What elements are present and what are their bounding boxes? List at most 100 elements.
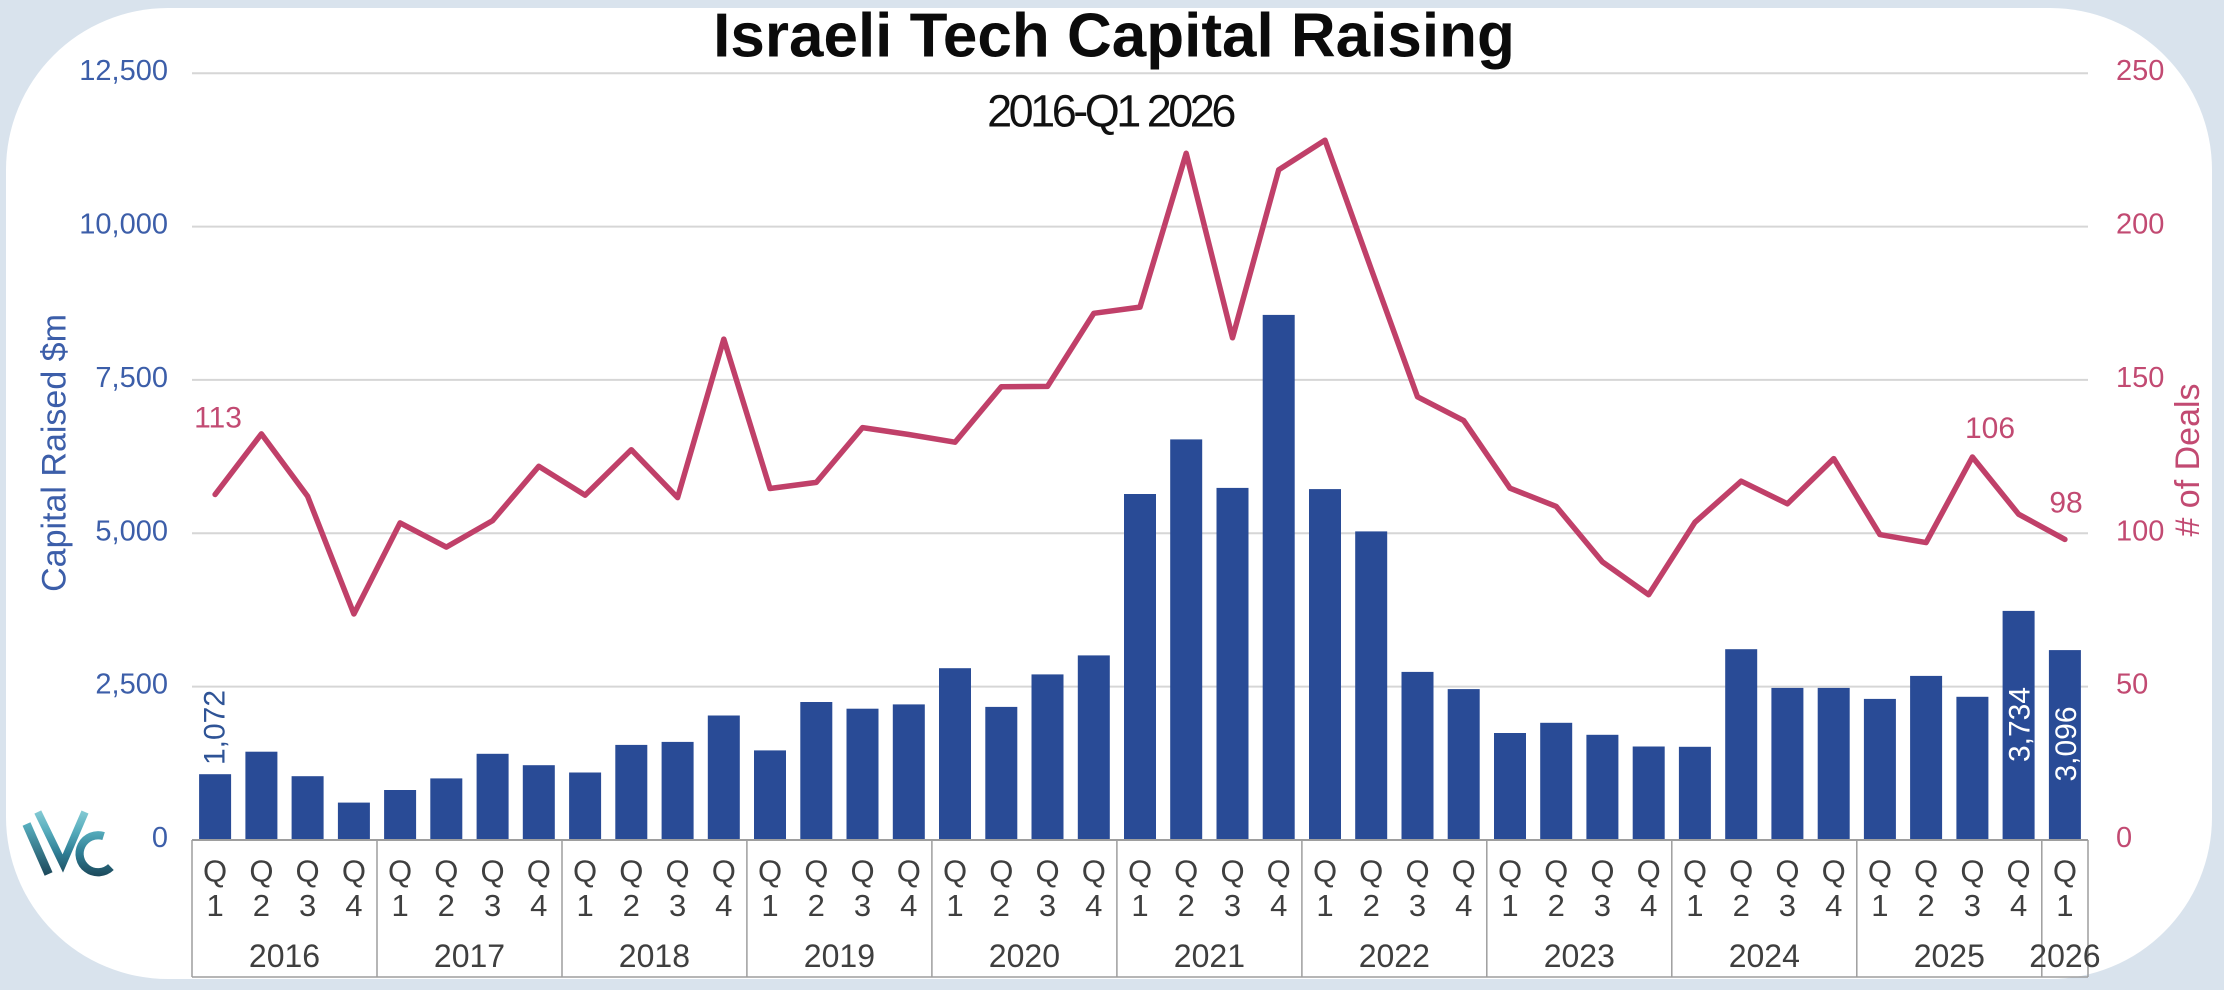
svg-text:0: 0 [2116,822,2132,854]
svg-text:Q: Q [1775,854,1799,889]
svg-text:1: 1 [761,888,778,923]
svg-text:2021: 2021 [1174,938,1245,974]
svg-text:1: 1 [1871,888,1888,923]
svg-text:2025: 2025 [1914,938,1985,974]
svg-text:Q: Q [1683,854,1707,889]
svg-text:2019: 2019 [804,938,875,974]
svg-text:Q: Q [203,854,227,889]
svg-text:Q: Q [2053,854,2077,889]
svg-text:Q: Q [296,854,320,889]
svg-text:4: 4 [2010,888,2027,923]
svg-text:Capital Raised $m: Capital Raised $m [36,314,74,592]
svg-text:Q: Q [1267,854,1291,889]
svg-text:2: 2 [1917,888,1934,923]
svg-text:Q: Q [712,854,736,889]
svg-text:2026: 2026 [2029,938,2100,974]
svg-text:3: 3 [299,888,316,923]
svg-text:2016: 2016 [249,938,320,974]
svg-text:Q: Q [1359,854,1383,889]
svg-text:2,500: 2,500 [95,669,168,701]
svg-text:5,000: 5,000 [95,515,168,547]
svg-text:98: 98 [2049,487,2082,520]
svg-text:4: 4 [1455,888,1472,923]
svg-text:4: 4 [530,888,547,923]
svg-text:50: 50 [2116,669,2148,701]
svg-text:Q: Q [943,854,967,889]
svg-text:Israeli Tech Capital Raising: Israeli Tech Capital Raising [713,2,1515,71]
svg-text:Q: Q [666,854,690,889]
svg-text:Q: Q [527,854,551,889]
svg-text:Q: Q [1822,854,1846,889]
svg-text:2024: 2024 [1729,938,1800,974]
svg-text:200: 200 [2116,209,2164,241]
svg-text:4: 4 [900,888,917,923]
svg-text:Q: Q [758,854,782,889]
svg-text:Q: Q [1405,854,1429,889]
svg-text:Q: Q [619,854,643,889]
svg-text:Q: Q [1128,854,1152,889]
svg-text:4: 4 [1640,888,1657,923]
svg-text:3: 3 [854,888,871,923]
svg-text:2020: 2020 [989,938,1060,974]
svg-text:4: 4 [715,888,732,923]
svg-text:2: 2 [1733,888,1750,923]
svg-text:3: 3 [669,888,686,923]
svg-text:Q: Q [1220,854,1244,889]
svg-text:3,734: 3,734 [2004,687,2037,762]
svg-text:3: 3 [1409,888,1426,923]
svg-text:3: 3 [1779,888,1796,923]
svg-text:Q: Q [1637,854,1661,889]
svg-text:3: 3 [1594,888,1611,923]
svg-text:Q: Q [1590,854,1614,889]
svg-text:Q: Q [1498,854,1522,889]
svg-text:100: 100 [2116,515,2164,547]
svg-text:10,000: 10,000 [79,209,168,241]
svg-text:Q: Q [342,854,366,889]
svg-text:Q: Q [481,854,505,889]
svg-text:Q: Q [2007,854,2031,889]
svg-text:Q: Q [1313,854,1337,889]
svg-text:Q: Q [850,854,874,889]
svg-text:1: 1 [1131,888,1148,923]
svg-text:150: 150 [2116,362,2164,394]
svg-text:2: 2 [1363,888,1380,923]
svg-text:2: 2 [1548,888,1565,923]
svg-text:Q: Q [989,854,1013,889]
svg-text:Q: Q [434,854,458,889]
svg-text:2: 2 [1178,888,1195,923]
svg-text:Q: Q [573,854,597,889]
svg-text:Q: Q [1452,854,1476,889]
svg-text:Q: Q [1914,854,1938,889]
svg-text:2016-Q1 2026: 2016-Q1 2026 [987,86,1235,137]
svg-text:3: 3 [1224,888,1241,923]
svg-text:Q: Q [804,854,828,889]
svg-text:Q: Q [249,854,273,889]
svg-text:Q: Q [1035,854,1059,889]
svg-text:2: 2 [993,888,1010,923]
svg-text:4: 4 [345,888,362,923]
svg-text:2: 2 [438,888,455,923]
svg-text:# of Deals: # of Deals [2169,383,2207,536]
svg-text:Q: Q [388,854,412,889]
svg-text:1: 1 [576,888,593,923]
svg-text:Q: Q [1174,854,1198,889]
svg-text:Q: Q [1960,854,1984,889]
svg-text:Q: Q [1544,854,1568,889]
svg-text:4: 4 [1085,888,1102,923]
svg-text:2: 2 [623,888,640,923]
svg-text:106: 106 [1965,412,2015,445]
svg-text:Q: Q [1868,854,1892,889]
svg-text:4: 4 [1825,888,1842,923]
svg-text:1: 1 [206,888,223,923]
svg-text:2022: 2022 [1359,938,1430,974]
svg-text:3: 3 [1964,888,1981,923]
svg-text:12,500: 12,500 [79,55,168,87]
svg-text:3: 3 [1039,888,1056,923]
svg-text:3: 3 [484,888,501,923]
svg-text:7,500: 7,500 [95,362,168,394]
svg-text:1: 1 [2056,888,2073,923]
svg-text:113: 113 [194,402,242,435]
svg-text:2: 2 [808,888,825,923]
svg-text:2018: 2018 [619,938,690,974]
svg-text:0: 0 [152,822,168,854]
